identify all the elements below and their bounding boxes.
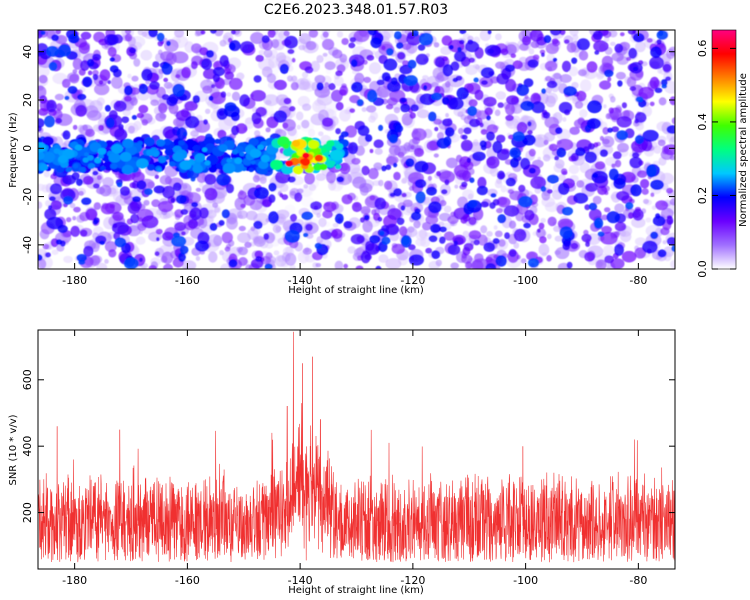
snr-frame bbox=[37, 329, 676, 570]
x-tick-label: -100 bbox=[513, 574, 538, 587]
x-tick-label: -160 bbox=[175, 574, 200, 587]
x-tick-label: -100 bbox=[513, 274, 538, 287]
colorbar-tick-label: 0.0 bbox=[696, 260, 709, 278]
snr-series-line bbox=[38, 331, 675, 563]
y-tick-label: 20 bbox=[21, 93, 34, 107]
spectrogram-ylabel: Frequency (Hz) bbox=[8, 112, 19, 188]
colorbar-gradient bbox=[712, 30, 736, 269]
spectrogram-panel: -180 -160 -140 -120 -100 -80 -40 -20 0 20 40 Heigh… bbox=[8, 29, 676, 296]
colorbar: 0.0 0.2 0.4 0.6 Normalized spectral amplitu… bbox=[696, 29, 749, 278]
x-tick-label: -120 bbox=[400, 574, 425, 587]
x-tick-label: -80 bbox=[629, 274, 647, 287]
colorbar-tick-label: 0.4 bbox=[696, 113, 709, 131]
y-tick-label: -20 bbox=[21, 188, 34, 206]
spectrogram-frame bbox=[37, 29, 676, 270]
x-tick-label: -180 bbox=[62, 574, 87, 587]
spectrogram-ticks: -180 -160 -140 -120 -100 -80 -40 -20 0 20 40 bbox=[21, 30, 675, 287]
colorbar-tick-label: 0.2 bbox=[696, 187, 709, 205]
x-tick-label: -140 bbox=[288, 274, 313, 287]
snr-xlabel: Height of straight line (km) bbox=[288, 585, 424, 596]
x-tick-label: -160 bbox=[175, 274, 200, 287]
spectrogram-heatmap bbox=[38, 30, 675, 269]
y-tick-label: 0 bbox=[21, 145, 34, 152]
x-tick-label: -180 bbox=[62, 274, 87, 287]
snr-ylabel: SNR (10 * v/v) bbox=[8, 414, 19, 485]
y-tick-label: 200 bbox=[21, 502, 34, 523]
figure-title: C2E6.2023.348.01.57.R03 bbox=[264, 2, 448, 18]
spectrogram-xlabel: Height of straight line (km) bbox=[288, 285, 424, 296]
snr-ticks: -180 -160 -140 -120 -100 -80 200 400 600 bbox=[21, 330, 675, 587]
y-tick-label: 40 bbox=[21, 45, 34, 59]
colorbar-ticks: 0.0 0.2 0.4 0.6 bbox=[696, 40, 736, 278]
x-tick-label: -120 bbox=[400, 274, 425, 287]
colorbar-label: Normalized spectral amplitude bbox=[738, 73, 749, 227]
snr-panel: -180 -160 -140 -120 -100 -80 200 400 600 Height … bbox=[8, 329, 676, 596]
x-tick-label: -140 bbox=[288, 574, 313, 587]
x-tick-label: -80 bbox=[629, 574, 647, 587]
y-tick-label: 400 bbox=[21, 436, 34, 457]
y-tick-label: 600 bbox=[21, 369, 34, 390]
colorbar-tick-label: 0.6 bbox=[696, 40, 709, 58]
y-tick-label: -40 bbox=[21, 236, 34, 254]
